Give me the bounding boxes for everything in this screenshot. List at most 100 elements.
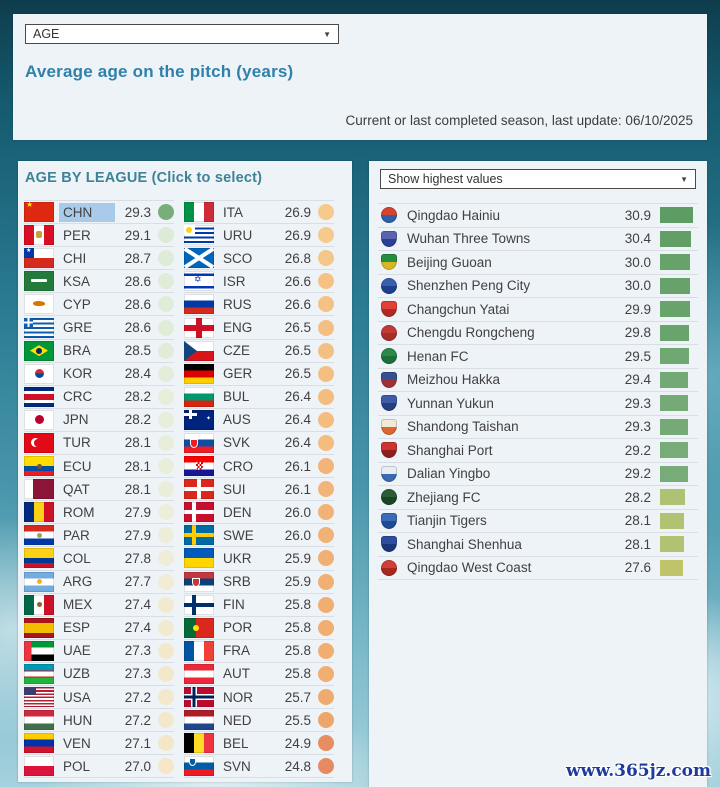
team-row[interactable]: Meizhou Hakka 29.4 — [378, 369, 698, 392]
league-row[interactable]: SRB 25.9 — [184, 571, 334, 594]
league-row[interactable]: PAR 27.9 — [24, 524, 174, 548]
league-row[interactable]: TUR 28.1 — [24, 432, 174, 456]
league-row[interactable]: VEN 27.1 — [24, 732, 174, 756]
flag-icon-uru — [184, 225, 214, 246]
league-value: 27.4 — [124, 620, 151, 636]
flag-icon-tur — [24, 432, 54, 453]
value-bar — [660, 512, 684, 529]
league-row[interactable]: CYP 28.6 — [24, 293, 174, 317]
league-row[interactable]: PER 29.1 — [24, 224, 174, 248]
team-row[interactable]: Tianjin Tigers 28.1 — [378, 510, 698, 533]
values-filter-dropdown[interactable]: Show highest values ▼ — [380, 169, 696, 189]
league-row[interactable]: UZB 27.3 — [24, 663, 174, 686]
league-row[interactable]: ISR 26.6 — [184, 270, 334, 294]
league-row[interactable]: POL 27.0 — [24, 755, 174, 779]
league-value: 26.9 — [284, 227, 311, 243]
value-dot — [318, 735, 334, 752]
league-code: MEX — [63, 597, 93, 613]
league-code: CHI — [63, 250, 87, 266]
team-row[interactable]: Shanghai Shenhua 28.1 — [378, 533, 698, 557]
team-row[interactable]: Dalian Yingbo 29.2 — [378, 463, 698, 486]
league-row[interactable]: KSA 28.6 — [24, 270, 174, 294]
flag-icon-chi — [24, 248, 54, 269]
league-row[interactable]: HUN 27.2 — [24, 709, 174, 733]
league-row[interactable]: CRC 28.2 — [24, 386, 174, 409]
league-row[interactable]: UKR 25.9 — [184, 547, 334, 571]
team-row[interactable]: Qingdao Hainiu 30.9 — [378, 204, 698, 228]
league-row[interactable]: COL 27.8 — [24, 547, 174, 571]
team-row[interactable]: Changchun Yatai 29.9 — [378, 298, 698, 322]
flag-icon-rus — [184, 294, 214, 315]
league-row[interactable]: NOR 25.7 — [184, 686, 334, 710]
team-logo-icon — [381, 254, 397, 271]
value-bar-track — [660, 536, 698, 553]
flag-icon-kor — [24, 363, 54, 384]
league-code: SVN — [223, 758, 251, 774]
league-code: NED — [223, 712, 252, 728]
league-row[interactable]: CHN 29.3 — [24, 201, 174, 225]
league-row[interactable]: UAE 27.3 — [24, 640, 174, 663]
league-row[interactable]: ENG 26.5 — [184, 316, 334, 340]
league-row[interactable]: SWE 26.0 — [184, 524, 334, 548]
league-code: PER — [63, 227, 91, 243]
team-row[interactable]: Henan FC 29.5 — [378, 345, 698, 369]
league-row[interactable]: ECU 28.1 — [24, 455, 174, 479]
flag-icon-nor — [184, 687, 214, 708]
team-name: Chengdu Rongcheng — [407, 325, 535, 341]
league-row[interactable]: ITA 26.9 — [184, 201, 334, 225]
league-row[interactable]: BEL 24.9 — [184, 732, 334, 756]
league-row[interactable]: FIN 25.8 — [184, 594, 334, 617]
team-row[interactable]: Chengdu Rongcheng 29.8 — [378, 322, 698, 345]
metric-dropdown[interactable]: AGE ▼ — [25, 24, 339, 44]
team-row[interactable]: Shenzhen Peng City 30.0 — [378, 275, 698, 298]
league-row[interactable]: DEN 26.0 — [184, 501, 334, 525]
league-row[interactable]: MEX 27.4 — [24, 594, 174, 617]
flag-icon-usa — [24, 687, 54, 708]
league-row[interactable]: CZE 26.5 — [184, 340, 334, 363]
league-row[interactable]: BRA 28.5 — [24, 340, 174, 363]
team-row[interactable]: Beijing Guoan 30.0 — [378, 251, 698, 275]
league-value: 26.0 — [284, 527, 311, 543]
league-row[interactable]: BUL 26.4 — [184, 386, 334, 409]
league-row[interactable]: SCO 26.8 — [184, 247, 334, 271]
league-row[interactable]: AUT 25.8 — [184, 663, 334, 686]
team-row[interactable]: Shandong Taishan 29.3 — [378, 416, 698, 439]
league-value: 26.1 — [284, 458, 311, 474]
league-row[interactable]: RUS 26.6 — [184, 293, 334, 317]
league-row[interactable]: GRE 28.6 — [24, 316, 174, 340]
team-name: Yunnan Yukun — [407, 395, 494, 411]
team-row[interactable]: Shanghai Port 29.2 — [378, 439, 698, 463]
team-value: 29.8 — [624, 325, 651, 341]
league-row[interactable]: ESP 27.4 — [24, 617, 174, 640]
league-row[interactable]: JPN 28.2 — [24, 409, 174, 432]
league-value: 25.5 — [284, 712, 311, 728]
team-row[interactable]: Yunnan Yukun 29.3 — [378, 392, 698, 416]
league-row[interactable]: URU 26.9 — [184, 224, 334, 248]
team-row[interactable]: Zhejiang FC 28.2 — [378, 486, 698, 510]
league-row[interactable]: KOR 28.4 — [24, 363, 174, 386]
league-row[interactable]: ROM 27.9 — [24, 501, 174, 525]
team-value: 29.3 — [624, 395, 651, 411]
league-row[interactable]: USA 27.2 — [24, 686, 174, 710]
team-row[interactable]: Wuhan Three Towns 30.4 — [378, 228, 698, 251]
league-row[interactable]: AUS 26.4 — [184, 409, 334, 432]
value-bar — [660, 207, 693, 224]
team-name: Shandong Taishan — [407, 419, 519, 435]
league-row[interactable]: SVN 24.8 — [184, 755, 334, 779]
league-row[interactable]: SUI 26.1 — [184, 478, 334, 502]
league-row[interactable]: FRA 25.8 — [184, 640, 334, 663]
league-row[interactable]: SVK 26.4 — [184, 432, 334, 456]
league-row[interactable]: NED 25.5 — [184, 709, 334, 733]
league-row[interactable]: GER 26.5 — [184, 363, 334, 386]
league-row[interactable]: POR 25.8 — [184, 617, 334, 640]
league-row[interactable]: CRO 26.1 — [184, 455, 334, 479]
value-bar — [660, 230, 691, 247]
league-row[interactable]: QAT 28.1 — [24, 478, 174, 502]
value-dot — [158, 342, 174, 359]
team-row[interactable]: Qingdao West Coast 27.6 — [378, 557, 698, 580]
team-logo-icon — [381, 230, 397, 247]
league-code: BEL — [223, 735, 249, 751]
flag-icon-sui — [184, 479, 214, 500]
league-row[interactable]: ARG 27.7 — [24, 571, 174, 594]
league-row[interactable]: CHI 28.7 — [24, 247, 174, 271]
